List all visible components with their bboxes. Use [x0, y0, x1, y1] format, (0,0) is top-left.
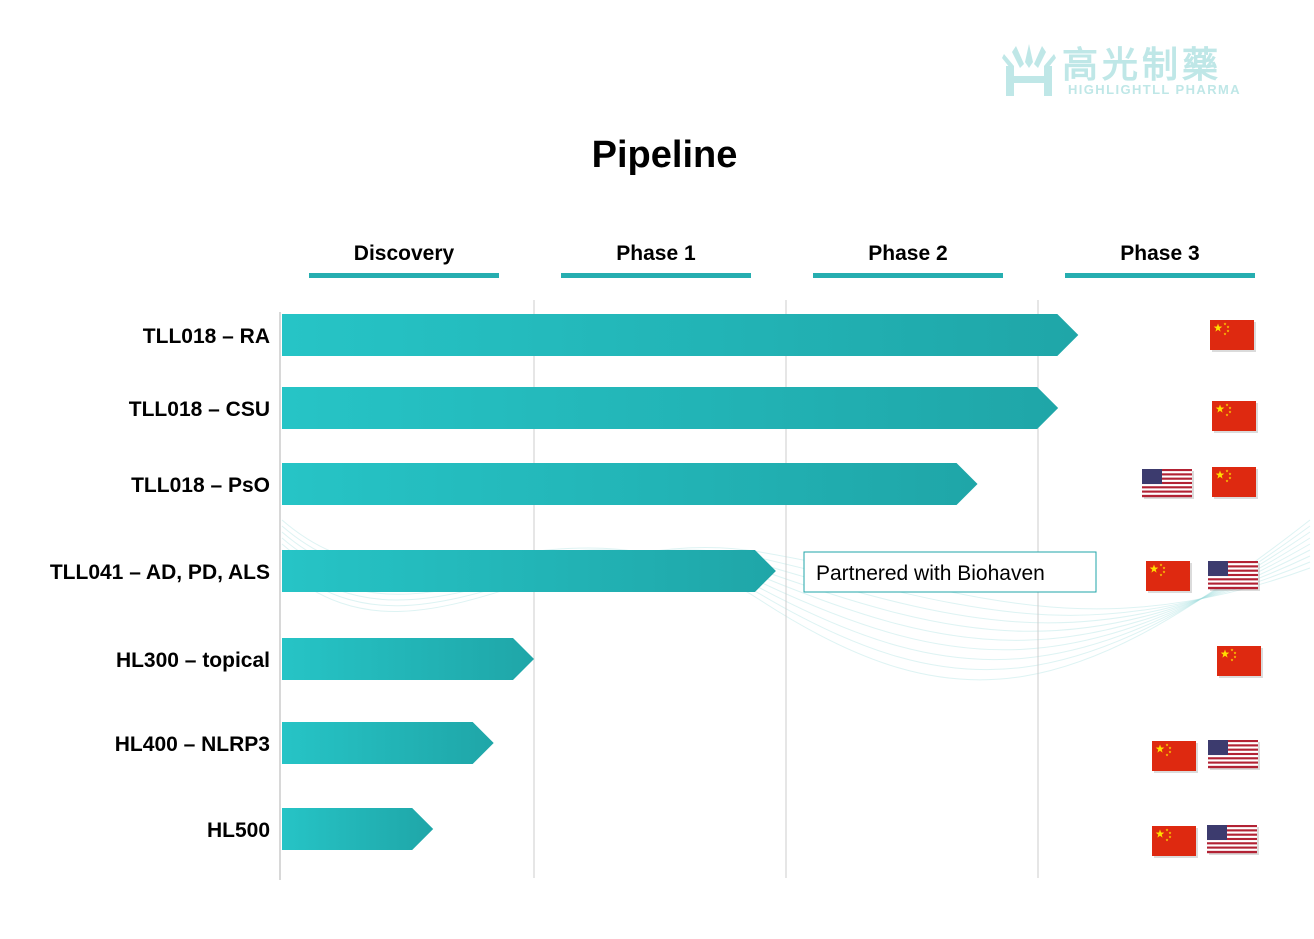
pipeline-bar: [282, 550, 776, 592]
china-flag-icon: [1217, 646, 1263, 678]
pipeline-bar: [282, 722, 494, 764]
stage-underline: [1065, 273, 1255, 278]
partner-note: Partnered with Biohaven: [816, 562, 1045, 585]
china-flag-icon: [1152, 826, 1198, 858]
china-flag-icon: [1146, 561, 1192, 593]
stage-header: Phase 3: [1120, 242, 1199, 265]
company-logo: 高光制藥 HIGHLIGHTLL PHARMA: [1002, 34, 1264, 100]
row-label: TLL018 – PsO: [131, 474, 270, 497]
row-label: TLL018 – RA: [143, 325, 270, 348]
usa-flag-icon: [1208, 740, 1260, 770]
usa-flag-icon: [1208, 561, 1260, 591]
pipeline-bar: [282, 314, 1079, 356]
logo-mark-icon: [1002, 44, 1056, 96]
logo-name-cn: 高光制藥: [1062, 44, 1223, 85]
stage-header: Phase 1: [616, 242, 696, 265]
china-flag-icon: [1212, 401, 1258, 433]
row-label: HL300 – topical: [116, 649, 270, 672]
row-labels: TLL018 – RA TLL018 – CSU TLL018 – PsO TLL04…: [50, 325, 270, 842]
usa-flag-icon: [1142, 469, 1194, 499]
row-label: HL500: [207, 819, 270, 842]
pipeline-bar: [282, 808, 434, 850]
pipeline-bar: [282, 463, 978, 505]
logo-name-en: HIGHLIGHTLL PHARMA: [1068, 82, 1242, 97]
annotations: Partnered with Biohaven: [803, 551, 1097, 593]
stage-underline: [309, 273, 499, 278]
row-label: HL400 – NLRP3: [115, 733, 270, 756]
region-flags: [1142, 320, 1263, 858]
row-label: TLL018 – CSU: [129, 398, 270, 421]
stage-headers: Discovery Phase 1 Phase 2 Phase 3: [309, 242, 1255, 278]
page-title: Pipeline: [591, 134, 738, 176]
stage-header: Phase 2: [868, 242, 947, 265]
china-flag-icon: [1152, 741, 1198, 773]
partner-note-box: [803, 551, 1097, 593]
stage-header: Discovery: [354, 242, 455, 265]
pipeline-bar: [282, 387, 1059, 429]
stage-underline: [561, 273, 751, 278]
china-flag-icon: [1210, 320, 1256, 352]
stage-underline: [813, 273, 1003, 278]
progress-bars: [282, 314, 1079, 850]
china-flag-icon: [1212, 467, 1258, 499]
pipeline-bar: [282, 638, 534, 680]
row-label: TLL041 – AD, PD, ALS: [50, 561, 270, 584]
usa-flag-icon: [1207, 825, 1259, 855]
